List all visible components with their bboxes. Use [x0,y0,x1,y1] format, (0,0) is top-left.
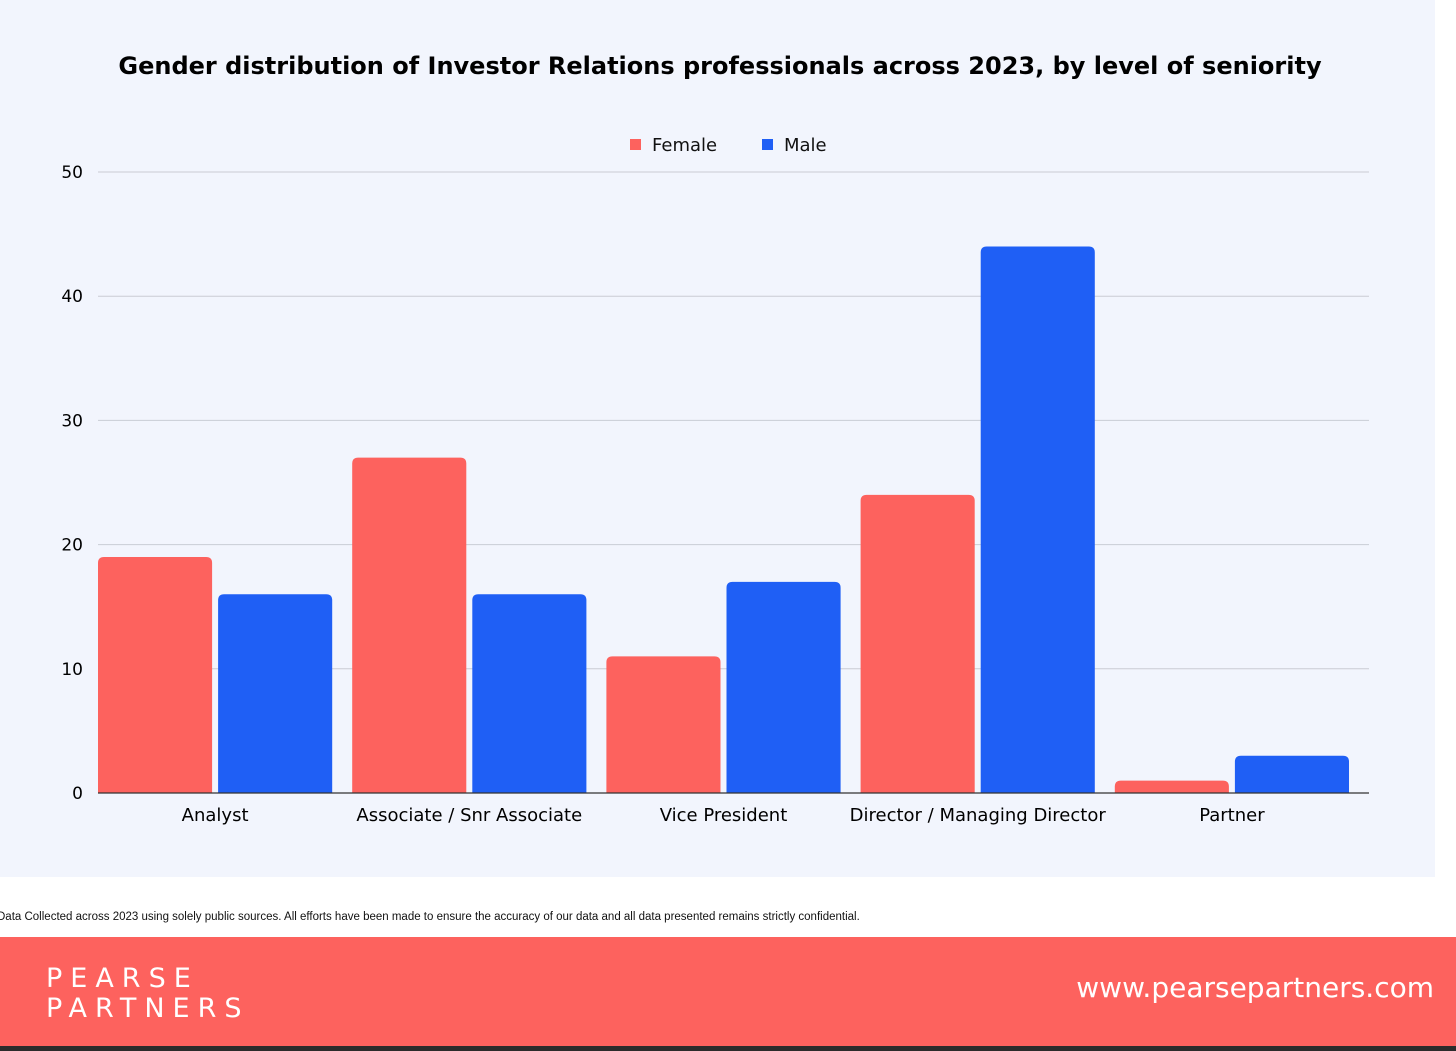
logo-line-2: PARTNERS [46,993,250,1024]
logo-line-1: PEARSE [46,963,199,994]
bar-male [980,246,1095,793]
disclaimer-text: Data Collected across 2023 using solely … [0,911,860,923]
legend-label-female: Female [652,135,717,156]
legend-label-male: Male [784,135,827,156]
y-tick-label: 10 [61,660,83,680]
bar-female [1114,780,1229,793]
legend-swatch-female [630,139,641,150]
legend-swatch-male [762,139,773,150]
x-tick-label: Vice President [660,805,788,826]
pearse-partners-logo: PEARSE PARTNERS [46,964,249,1024]
chart-title: Gender distribution of Investor Relation… [118,52,1322,80]
bar-female [352,457,467,793]
y-tick-label: 40 [61,287,83,307]
bar-female [606,656,721,793]
y-tick-label: 30 [61,411,83,431]
x-tick-label: Partner [1199,805,1265,826]
website-link[interactable]: www.pearsepartners.com [1076,971,1434,1004]
bar-male [1234,755,1349,793]
x-tick-label: Director / Managing Director [850,805,1107,826]
bar-male [726,581,841,793]
y-tick-label: 20 [61,536,83,556]
footer-banner: PEARSE PARTNERS www.pearsepartners.com [0,937,1456,1046]
x-tick-label: Associate / Snr Associate [356,805,582,826]
x-tick-label: Analyst [182,805,249,826]
bar-female [860,494,975,793]
bar-female [98,557,213,793]
bar-chart: Gender distribution of Investor Relation… [61,52,1369,826]
footer-bottom-border [0,1046,1456,1051]
bar-male [218,594,333,793]
y-tick-label: 0 [72,784,83,804]
bar-male [472,594,587,793]
y-tick-label: 50 [61,163,83,183]
chart-panel: Gender distribution of Investor Relation… [0,0,1435,877]
